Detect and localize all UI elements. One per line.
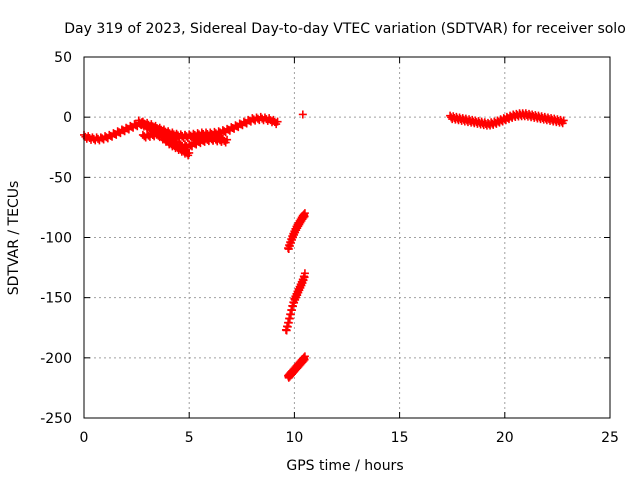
series-sat-track-8 [284, 352, 309, 382]
x-tick-label: 20 [496, 430, 514, 446]
data-point [559, 116, 568, 125]
x-tick-label: 10 [285, 430, 303, 446]
series-sat-track-5 [298, 110, 307, 119]
x-tick-label: 25 [601, 430, 619, 446]
y-tick-label: 50 [54, 50, 72, 66]
series-sat-track-6 [284, 209, 309, 254]
series-sat-track-7 [281, 269, 309, 335]
plot-frame [83, 56, 611, 419]
x-tick-label: 5 [185, 430, 194, 446]
data-point [223, 135, 232, 144]
chart-title: Day 319 of 2023, Sidereal Day-to-day VTE… [64, 21, 626, 37]
series-sat-track-9 [446, 109, 568, 130]
series-sat-track-4 [159, 129, 227, 152]
data-point [218, 134, 227, 143]
data-point [300, 352, 309, 361]
x-tick-label: 0 [80, 430, 89, 446]
grid [84, 57, 610, 418]
data-point [185, 148, 194, 157]
y-tick-label: -50 [49, 170, 72, 186]
y-tick-label: -250 [40, 411, 72, 427]
axis-ticks: 0 5 10 15 20 25 50 0 -50 -100 -150 -200 -250 [40, 50, 619, 446]
data-points [80, 109, 568, 382]
data-point [300, 269, 309, 278]
y-tick-label: -100 [40, 231, 72, 247]
y-axis-label: SDTVAR / TECUs [6, 181, 22, 296]
y-tick-label: 0 [63, 110, 72, 126]
data-point [298, 110, 307, 119]
x-tick-label: 15 [391, 430, 409, 446]
data-point [300, 209, 309, 218]
y-tick-label: -200 [40, 351, 72, 367]
x-axis-label: GPS time / hours [286, 458, 403, 474]
y-tick-label: -150 [40, 291, 72, 307]
data-point [273, 117, 282, 126]
